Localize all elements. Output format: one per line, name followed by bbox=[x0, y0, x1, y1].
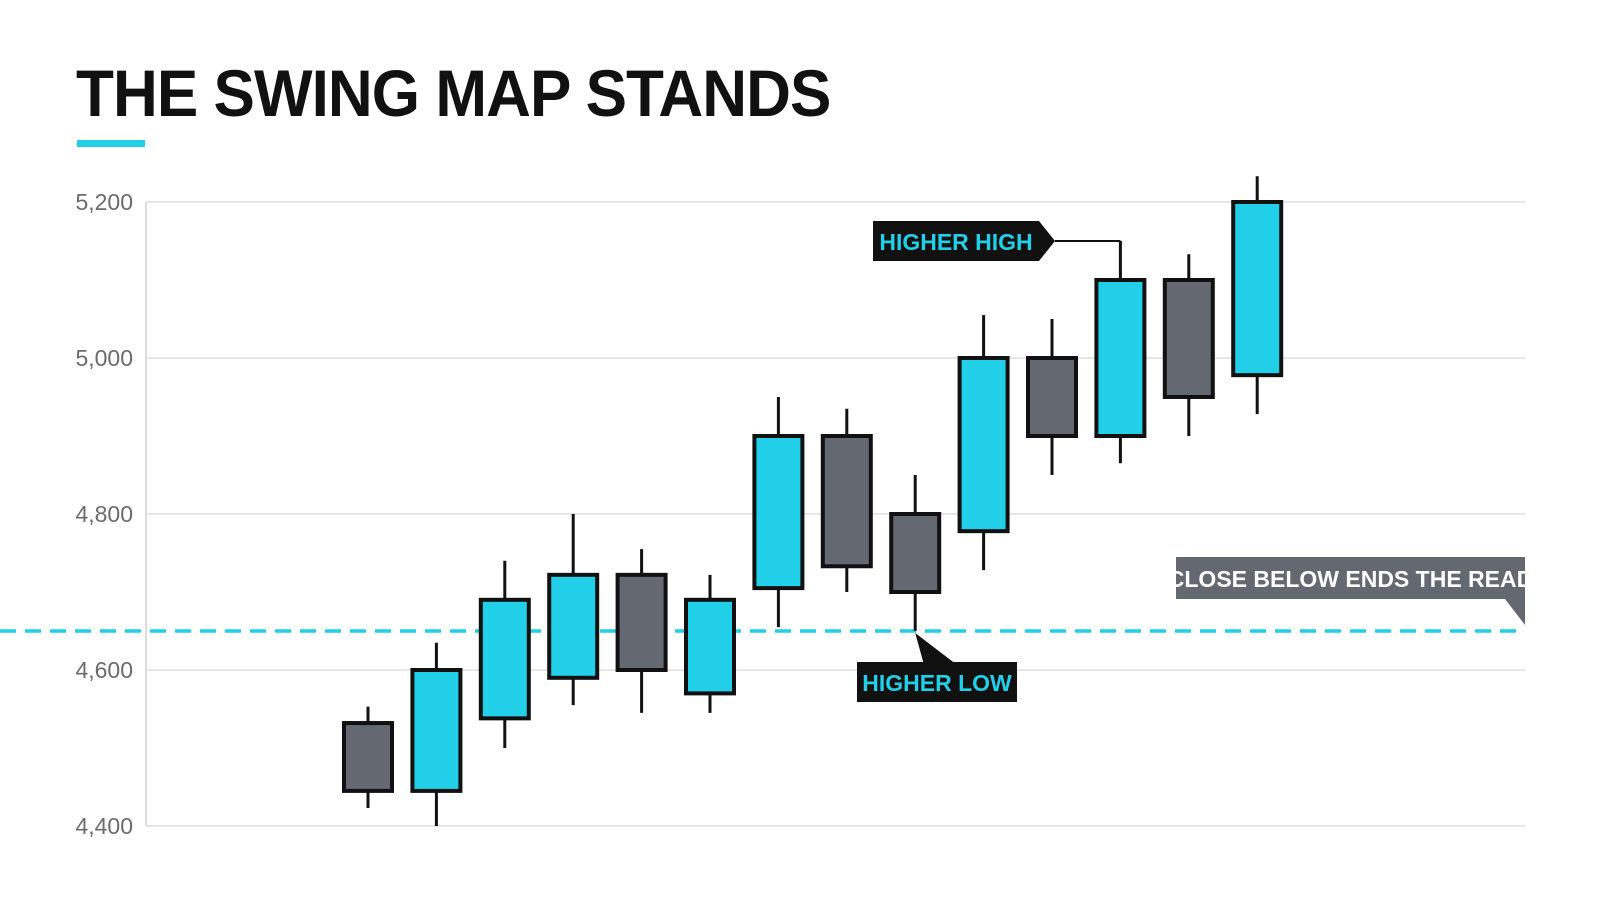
candle bbox=[410, 642, 463, 826]
candle-body bbox=[1162, 278, 1215, 399]
candle bbox=[820, 408, 873, 592]
candle bbox=[957, 315, 1010, 571]
candle-body bbox=[1026, 356, 1078, 438]
candle-body bbox=[342, 721, 394, 793]
y-tick-label: 5,000 bbox=[75, 345, 133, 371]
candle bbox=[889, 475, 942, 631]
candle-body bbox=[547, 572, 600, 680]
candle-body bbox=[1231, 200, 1284, 378]
candle bbox=[547, 514, 600, 706]
candle bbox=[752, 397, 805, 628]
candle-body bbox=[410, 668, 463, 793]
higher-high-callout: HIGHER HIGH bbox=[873, 221, 1121, 261]
candle-body bbox=[684, 597, 736, 696]
level-callout: CLOSE BELOW ENDS THE READ bbox=[1168, 557, 1533, 625]
y-tick-label: 4,600 bbox=[75, 657, 133, 683]
candle bbox=[684, 574, 736, 713]
level-tag bbox=[1176, 557, 1525, 625]
candle-body bbox=[615, 572, 668, 673]
higher-high-label: HIGHER HIGH bbox=[879, 229, 1032, 255]
title-accent-bar bbox=[77, 140, 145, 147]
candle bbox=[1231, 176, 1284, 415]
candle bbox=[1094, 241, 1147, 464]
candle-body bbox=[820, 434, 873, 569]
higher-low-tag bbox=[857, 633, 1017, 702]
higher-low-label: HIGHER LOW bbox=[862, 670, 1012, 696]
y-tick-label: 4,800 bbox=[75, 501, 133, 527]
candle-body bbox=[478, 597, 531, 721]
higher-low-callout: HIGHER LOW bbox=[857, 633, 1017, 702]
y-tick-label: 5,200 bbox=[75, 189, 133, 215]
candle bbox=[615, 549, 668, 713]
y-tick-label: 4,400 bbox=[75, 813, 133, 839]
candle-body bbox=[752, 434, 805, 591]
candle bbox=[1162, 254, 1215, 436]
candle-body bbox=[957, 356, 1010, 534]
level-label: CLOSE BELOW ENDS THE READ bbox=[1168, 566, 1533, 592]
candle bbox=[1026, 319, 1078, 475]
higher-high-tag bbox=[873, 221, 1055, 261]
chart-title: THE SWING MAP STANDS bbox=[76, 56, 831, 130]
candle-body bbox=[1094, 278, 1147, 438]
candle-body bbox=[889, 512, 942, 594]
candle bbox=[478, 560, 531, 748]
candle bbox=[342, 706, 394, 809]
